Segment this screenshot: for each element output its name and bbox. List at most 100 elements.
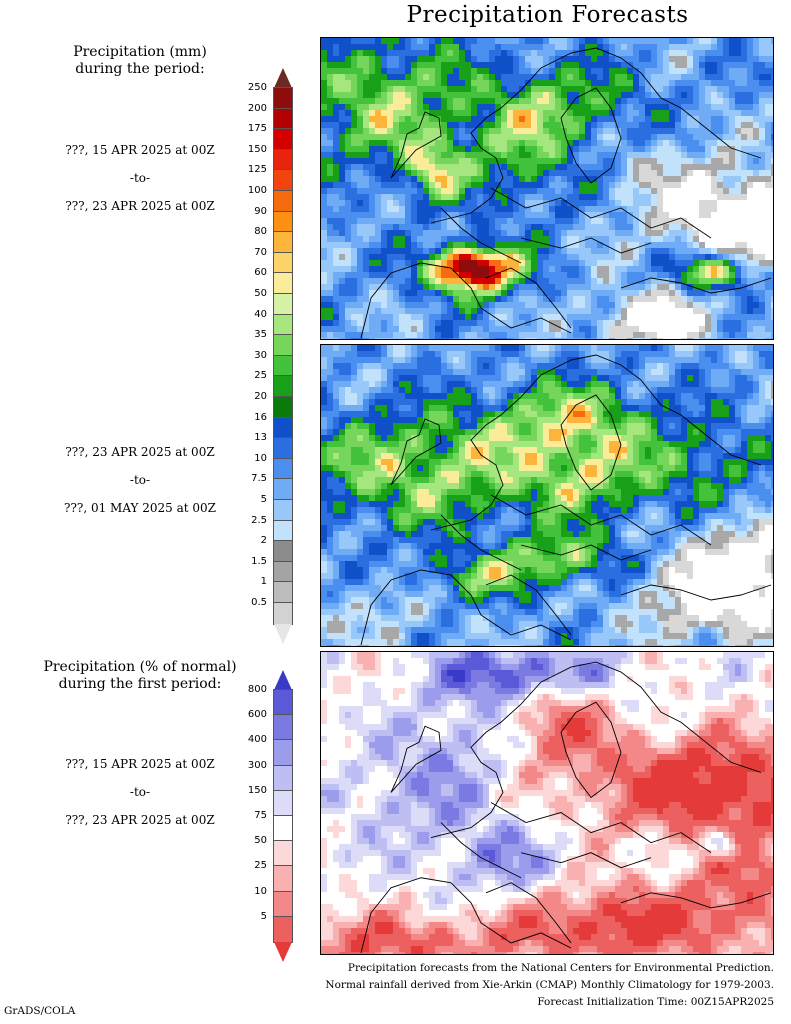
precip-colorbar-segment: [273, 457, 293, 481]
precip-colorbar-segment: [273, 210, 293, 234]
precip-colorbar-tick-label: 150: [247, 143, 267, 155]
pct-colorbar-tick-label: 800: [247, 684, 267, 695]
pct-colorbar-tick-label: 150: [247, 784, 267, 796]
precip-colorbar-tick-label: 125: [247, 164, 267, 176]
precip-colorbar-segment: [273, 148, 293, 172]
precip-colorbar-tick-label: 50: [254, 288, 267, 299]
precip-colorbar-tick-label: 40: [254, 308, 267, 320]
precip-colorbar-tick-label: 16: [254, 411, 267, 423]
map-3-svg: [321, 652, 773, 954]
footer-line-2: Normal rainfall derived from Xie-Arkin (…: [325, 979, 774, 991]
period-3-end: ???, 23 APR 2025 at 00Z: [65, 813, 215, 827]
map-1-field: [321, 38, 773, 339]
pct-legend-line1: Precipitation (% of normal): [43, 659, 237, 675]
precip-colorbar-segment: [273, 87, 293, 110]
footer-line-1: Precipitation forecasts from the Nationa…: [347, 962, 774, 974]
precip-colorbar-tick-label: 175: [247, 123, 267, 135]
precip-map-period-1: [320, 37, 774, 340]
period-2-end: ???, 01 MAY 2025 at 00Z: [64, 501, 216, 515]
pct-colorbar-tick-label: 300: [247, 759, 267, 771]
precip-colorbar-segment: [273, 437, 293, 460]
pct-colorbar-segment: [273, 915, 293, 943]
precip-colorbar-tick-label: 20: [254, 391, 267, 402]
precip-colorbar-top-arrow: [274, 68, 292, 88]
precip-legend-line2: during the period:: [75, 61, 205, 77]
pct-colorbar-tick-label: 25: [254, 860, 267, 872]
pct-colorbar-bottom-arrow: [274, 942, 292, 962]
period-1-label: ???, 15 APR 2025 at 00Z -to- ???, 23 APR…: [40, 136, 240, 220]
pct-colorbar-tick-label: 600: [247, 709, 267, 721]
period-1-end: ???, 23 APR 2025 at 00Z: [65, 199, 215, 213]
period-1-sep: -to-: [129, 171, 151, 185]
precip-colorbar-segment: [273, 499, 293, 522]
precip-colorbar-tick-label: 70: [254, 246, 267, 258]
precip-colorbar-segment: [273, 540, 293, 563]
precip-colorbar-tick-label: 13: [254, 432, 267, 444]
footer-line-3: Forecast Initialization Time: 00Z15APR20…: [537, 996, 774, 1008]
map-1-svg: [321, 38, 773, 339]
precip-colorbar-tick-label: 5: [260, 494, 267, 505]
map-2-field: [321, 345, 773, 646]
pct-legend-title: Precipitation (% of normal) during the f…: [20, 659, 260, 693]
precip-colorbar-tick-label: 10: [254, 452, 267, 464]
pct-colorbar-segment: [273, 814, 293, 843]
period-1-start: ???, 15 APR 2025 at 00Z: [65, 143, 215, 157]
period-3-sep: -to-: [129, 785, 151, 799]
pct-colorbar-segment: [273, 840, 293, 868]
pct-colorbar-tick-label: 50: [254, 835, 267, 847]
precip-colorbar-segment: [273, 354, 293, 378]
precip-colorbar-segment: [273, 169, 293, 192]
precip-colorbar-segment: [273, 478, 293, 501]
precip-colorbar-tick-label: 25: [254, 370, 267, 382]
period-2-label: ???, 23 APR 2025 at 00Z -to- ???, 01 MAY…: [40, 438, 240, 522]
pct-colorbar-segment: [273, 739, 293, 767]
pct-colorbar-tick-label: 10: [254, 885, 267, 897]
pct-colorbar-tick-label: 75: [254, 810, 267, 821]
precip-colorbar-segment: [273, 251, 293, 275]
precip-legend-line1: Precipitation (mm): [73, 44, 207, 60]
precip-colorbar-segment: [273, 375, 293, 398]
precip-colorbar-tick-label: 7.5: [251, 473, 267, 485]
precip-colorbar-tick-label: 60: [254, 267, 267, 279]
map-2-coastlines: [360, 354, 772, 646]
pct-colorbar-segment: [273, 865, 293, 893]
pct-colorbar-tick-label: 5: [260, 910, 267, 922]
pct-colorbar-segment: [273, 688, 293, 717]
precip-colorbar-tick-label: 30: [254, 349, 267, 361]
precip-colorbar-segment: [273, 560, 293, 584]
pct-colorbar-segment: [273, 789, 293, 817]
period-2-sep: -to-: [129, 473, 151, 487]
precip-colorbar-segment: [273, 190, 293, 213]
precip-colorbar-tick-label: 250: [247, 82, 267, 93]
precip-colorbar-tick-label: 1: [260, 576, 267, 588]
period-2-start: ???, 23 APR 2025 at 00Z: [65, 445, 215, 459]
precip-legend-title: Precipitation (mm) during the period:: [40, 44, 240, 78]
period-3-label: ???, 15 APR 2025 at 00Z -to- ???, 23 APR…: [40, 750, 240, 834]
pct-legend-line2: during the first period:: [58, 676, 222, 692]
precip-colorbar-segment: [273, 416, 293, 440]
precip-colorbar-tick-label: 1.5: [251, 555, 267, 567]
precip-colorbar-segment: [273, 231, 293, 254]
map-2-svg: [321, 345, 773, 646]
period-3-start: ???, 15 APR 2025 at 00Z: [65, 757, 215, 771]
precip-colorbar-bottom-arrow: [274, 623, 292, 644]
map-3-coastlines: [360, 661, 772, 954]
pct-colorbar-top-arrow: [274, 670, 292, 690]
precip-colorbar-segment: [273, 107, 293, 131]
precip-colorbar-segment: [273, 396, 293, 419]
precip-colorbar-tick-label: 0.5: [251, 597, 267, 608]
precip-colorbar-segment: [273, 602, 293, 625]
precip-colorbar-tick-label: 2: [260, 535, 267, 547]
precip-colorbar-tick-label: 90: [254, 205, 267, 217]
precip-colorbar-segment: [273, 334, 293, 357]
precip-colorbar-segment: [273, 519, 293, 543]
precip-colorbar-tick-label: 100: [247, 185, 267, 196]
precip-colorbar-segment: [273, 293, 293, 316]
grads-credit: GrADS/COLA: [4, 1005, 76, 1017]
precip-map-period-2: [320, 344, 774, 647]
page-title: Precipitation Forecasts: [406, 2, 689, 28]
map-1-coastlines: [360, 47, 772, 339]
precip-colorbar-tick-label: 80: [254, 226, 267, 238]
pct-normal-map: [320, 651, 774, 955]
map-3-field: [321, 652, 773, 954]
